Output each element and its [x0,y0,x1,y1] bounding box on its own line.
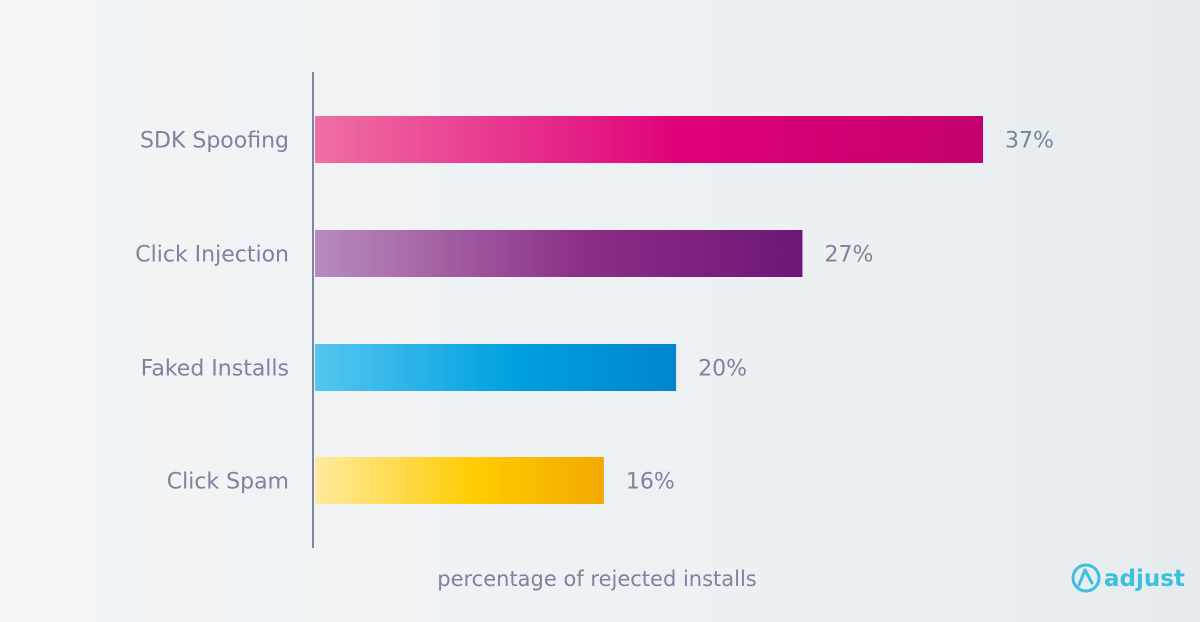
category-label-faked-installs: Faked Installs [141,357,289,382]
brand-name: adjust [1104,566,1185,592]
bar-faked-installs [315,344,677,391]
category-label-click-injection: Click Injection [135,243,289,268]
bar-click-spam [315,457,604,504]
value-label-sdk-spoofing: 37% [1005,129,1054,154]
value-label-faked-installs: 20% [698,357,747,382]
bars-layer: SDK Spoofing 37% Click Injection 27% Faked I… [135,116,1054,504]
x-axis-title: percentage of rejected installs [437,567,757,591]
value-label-click-injection: 27% [824,243,873,268]
bar-click-injection [315,230,803,277]
adjust-logo-icon [1071,563,1101,593]
category-label-click-spam: Click Spam [167,470,289,495]
brand-logo: adjust [1071,563,1185,593]
value-label-click-spam: 16% [626,470,675,495]
bar-sdk-spoofing [315,116,983,163]
category-label-sdk-spoofing: SDK Spoofing [140,129,289,154]
